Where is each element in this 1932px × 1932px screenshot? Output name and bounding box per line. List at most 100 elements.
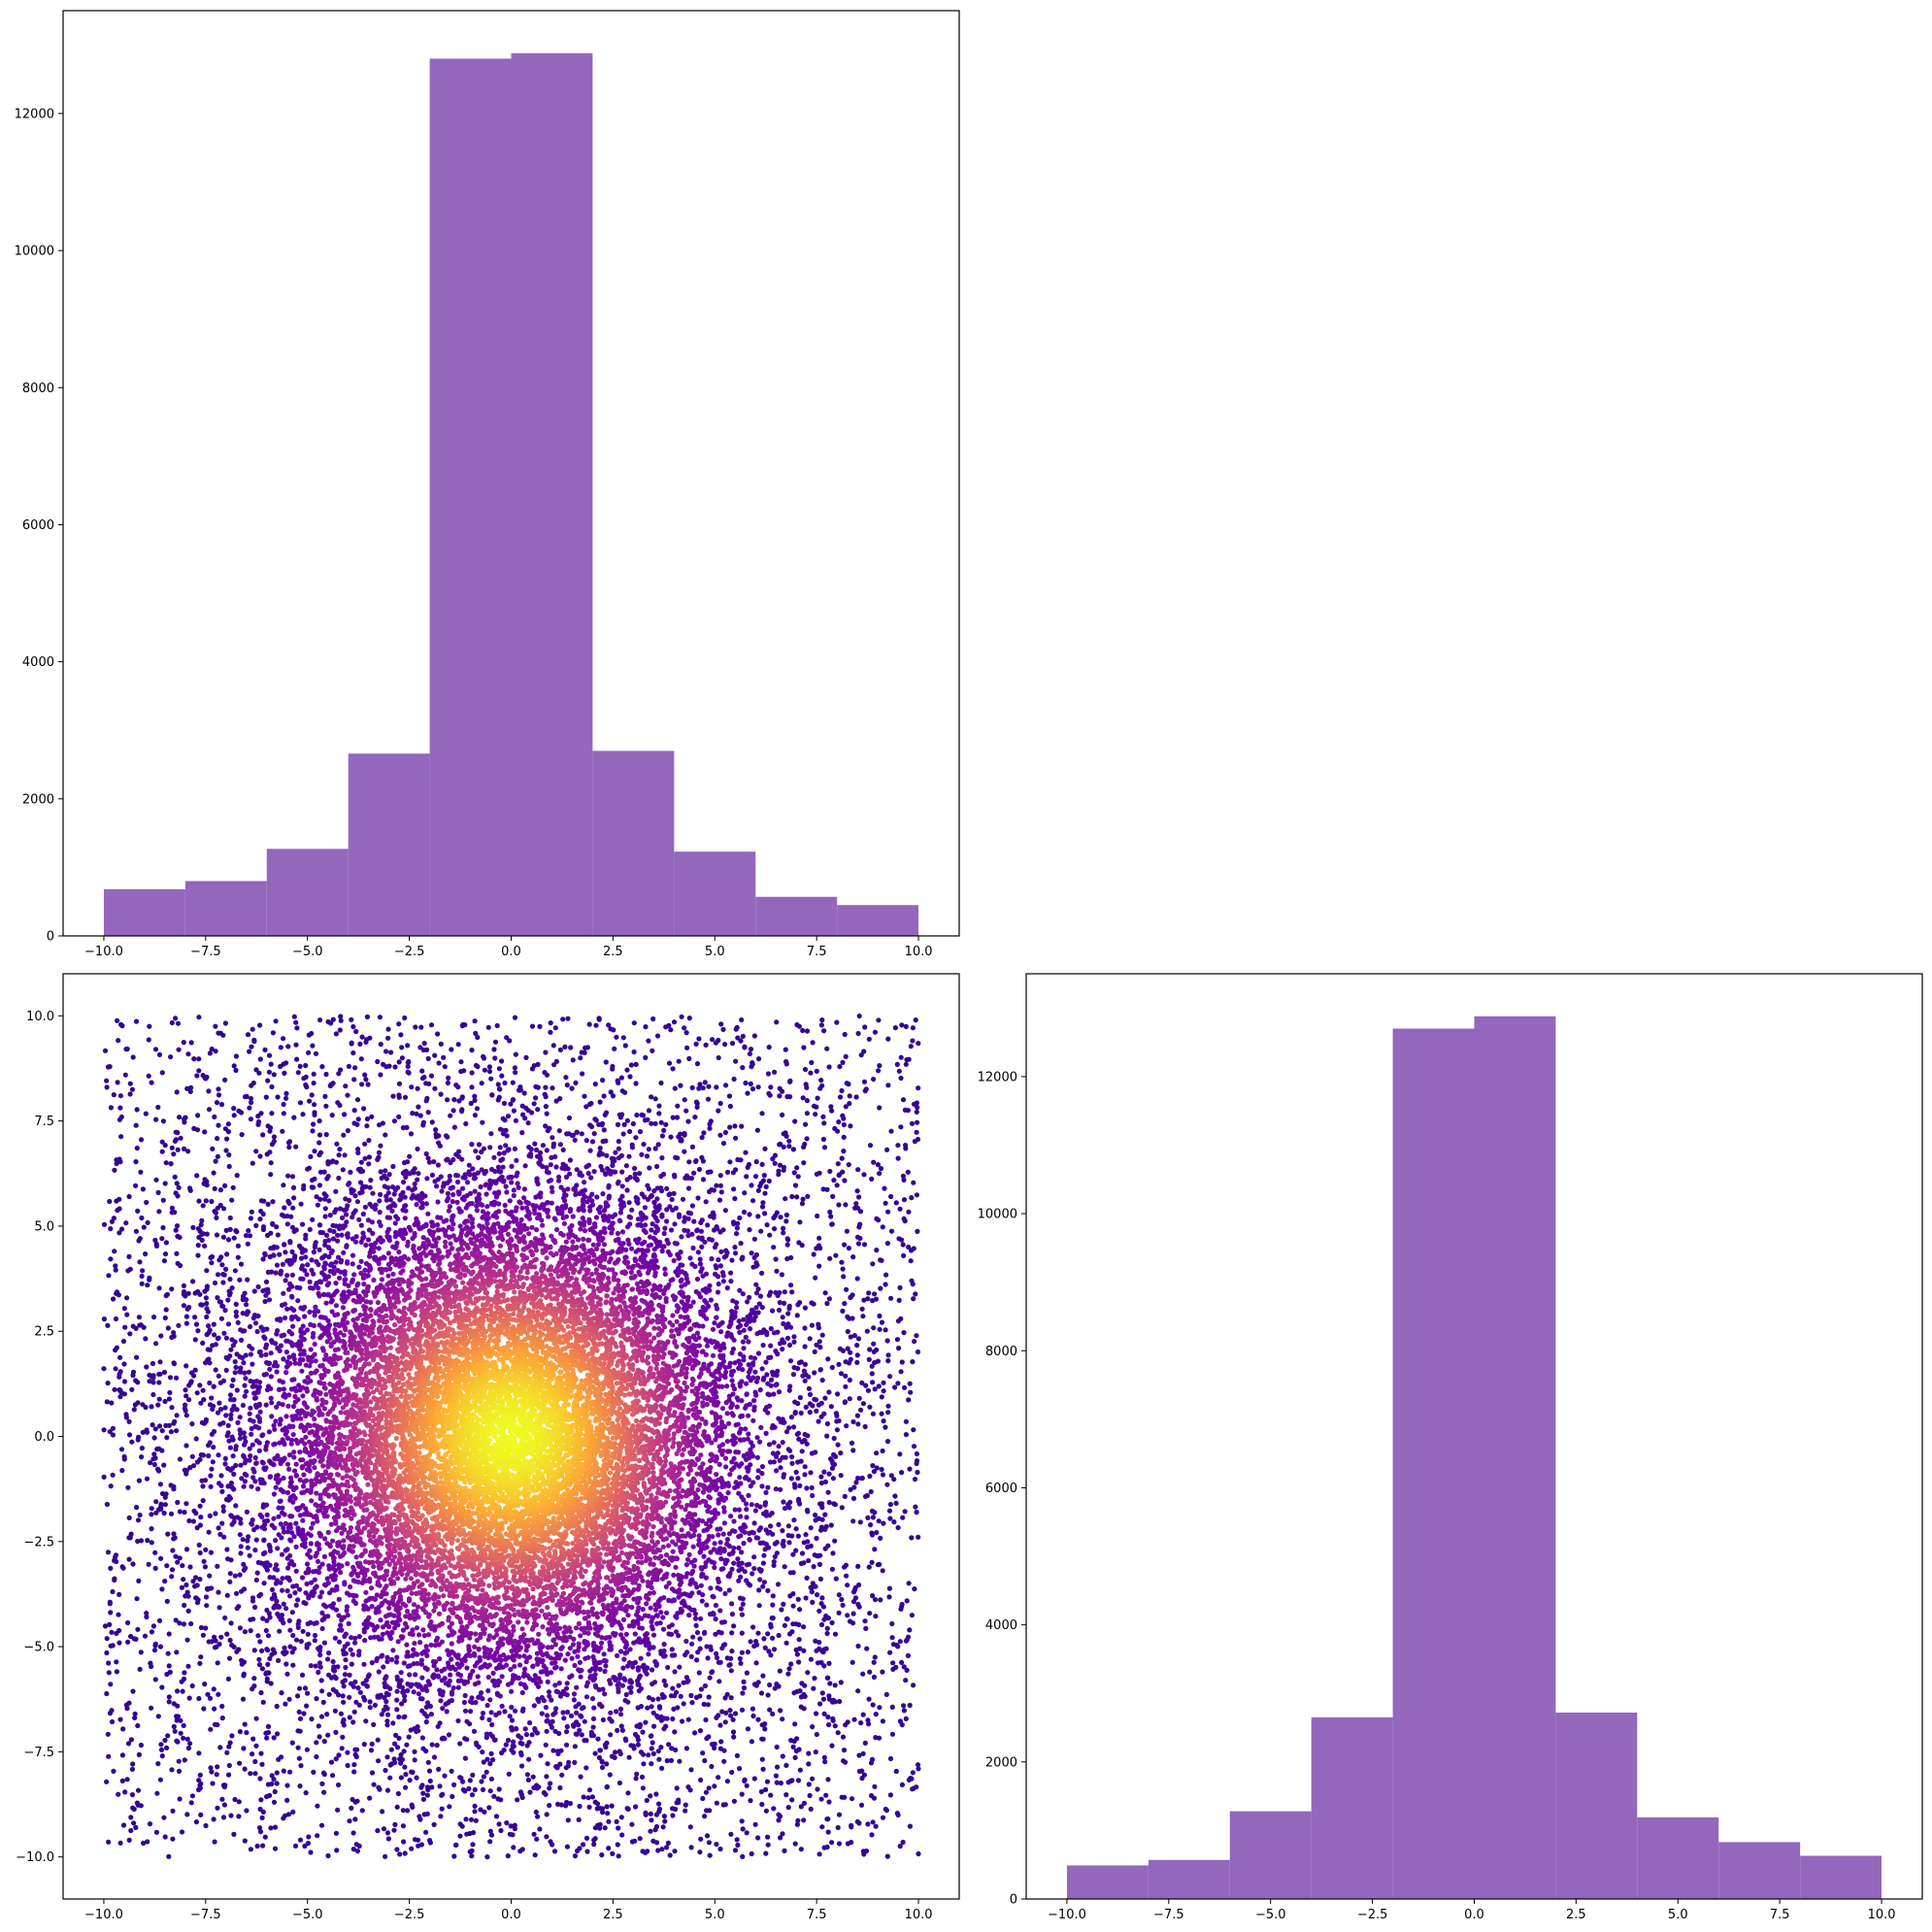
scatter-point: [366, 1161, 372, 1167]
scatter-point: [629, 1207, 635, 1213]
scatter-point: [686, 1159, 692, 1165]
scatter-point: [790, 1372, 797, 1378]
scatter-point: [818, 1474, 824, 1480]
scatter-point: [233, 1067, 239, 1074]
scatter-point: [883, 1806, 888, 1813]
scatter-point: [340, 1167, 346, 1173]
scatter-point: [716, 1281, 721, 1287]
scatter-point: [312, 1245, 317, 1250]
scatter-point: [233, 1314, 239, 1319]
scatter-point: [913, 1291, 918, 1297]
scatter-point: [803, 1532, 809, 1538]
scatter-point: [616, 1139, 621, 1145]
scatter-point: [394, 1707, 400, 1713]
scatter-point: [258, 1750, 264, 1756]
scatter-point: [366, 1154, 372, 1160]
scatter-point: [822, 1546, 828, 1551]
scatter-point: [115, 1080, 120, 1085]
scatter-point: [460, 1786, 466, 1793]
scatter-point: [734, 1225, 741, 1231]
scatter-point: [359, 1189, 365, 1195]
scatter-point: [763, 1808, 770, 1814]
scatter-point: [828, 1214, 834, 1219]
scatter-point: [330, 1773, 336, 1779]
scatter-point: [767, 1707, 773, 1713]
scatter-point: [617, 1672, 623, 1678]
scatter-point: [152, 1426, 158, 1432]
scatter-point: [674, 1689, 680, 1695]
scatter-point: [678, 1138, 683, 1144]
scatter-point: [242, 1393, 248, 1399]
scatter-point: [437, 1143, 443, 1149]
scatter-point: [280, 1261, 285, 1267]
scatter-point: [126, 1253, 132, 1259]
scatter-point: [888, 1128, 894, 1134]
scatter-point: [745, 1314, 750, 1319]
scatter-point: [527, 1719, 533, 1726]
scatter-point: [130, 1373, 136, 1379]
scatter-point: [749, 1183, 754, 1188]
scatter-point: [804, 1028, 811, 1034]
scatter-point: [124, 1295, 130, 1301]
scatter-point: [225, 1430, 231, 1436]
scatter-point: [773, 1256, 779, 1262]
scatter-point: [771, 1330, 778, 1336]
scatter-point: [543, 1049, 549, 1055]
scatter-point: [287, 1593, 293, 1599]
scatter-point: [780, 1347, 785, 1352]
scatter-point: [495, 1082, 501, 1087]
scatter-point: [562, 1166, 568, 1172]
scatter-point: [225, 1772, 232, 1778]
scatter-point: [203, 1416, 209, 1422]
scatter-point: [782, 1289, 787, 1295]
scatter-point: [151, 1648, 158, 1653]
scatter-point: [369, 1770, 376, 1776]
scatter-point: [733, 1058, 739, 1064]
scatter-point: [725, 1573, 731, 1579]
scatter-point: [249, 1521, 255, 1527]
scatter-point: [903, 1638, 910, 1644]
scatter-point: [137, 1512, 143, 1518]
scatter-point: [390, 1163, 396, 1170]
scatter-point: [221, 1272, 227, 1278]
scatter-point: [305, 1631, 311, 1637]
scatter-point: [685, 1233, 691, 1239]
scatter-point: [838, 1473, 844, 1479]
scatter-point: [287, 1240, 293, 1246]
scatter-point: [104, 1636, 110, 1642]
scatter-point: [711, 1227, 717, 1233]
scatter-point: [345, 1234, 350, 1240]
scatter-point: [190, 1224, 196, 1230]
scatter-point: [209, 1769, 215, 1775]
scatter-point: [861, 1297, 867, 1303]
scatter-point: [473, 1740, 480, 1746]
scatter-point: [176, 1047, 182, 1052]
scatter-point: [220, 1234, 226, 1240]
scatter-point: [431, 1754, 438, 1760]
scatter-point: [557, 1047, 564, 1052]
scatter-point: [227, 1277, 233, 1282]
scatter-point: [640, 1785, 647, 1791]
scatter-point: [662, 1818, 668, 1824]
scatter-point: [343, 1657, 349, 1663]
scatter-point: [637, 1171, 643, 1177]
scatter-point: [353, 1842, 359, 1848]
scatter-point: [247, 1105, 252, 1111]
scatter-point: [242, 1629, 248, 1635]
histogram-bar: [184, 881, 267, 936]
scatter-point: [792, 1721, 798, 1727]
scatter-point: [249, 1483, 254, 1489]
scatter-point: [274, 1770, 280, 1776]
scatter-point: [194, 1073, 200, 1079]
scatter-point: [264, 1512, 270, 1517]
scatter-point: [319, 1781, 325, 1786]
y-tick-label: 12000: [15, 107, 54, 121]
scatter-point: [402, 1850, 408, 1856]
scatter-point: [104, 1690, 110, 1697]
scatter-point: [133, 1824, 139, 1830]
scatter-point: [804, 1507, 811, 1514]
scatter-point: [328, 1020, 334, 1026]
scatter-point: [596, 1152, 602, 1158]
scatter-point: [705, 1222, 711, 1228]
scatter-point: [251, 1676, 257, 1682]
